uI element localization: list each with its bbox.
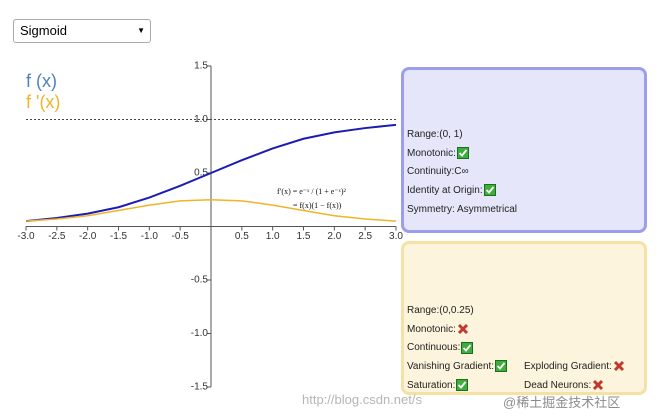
fx-info-box: Range:(0, 1) Monotonic: Continuity:C∞ Ident… — [401, 67, 647, 233]
check-icon — [456, 379, 469, 392]
info-item: Dead Neurons: — [524, 379, 641, 391]
info-label: Continuity:C∞ — [407, 166, 469, 178]
cross-icon — [613, 361, 624, 372]
x-tick-label: 2.0 — [327, 231, 341, 242]
info-item: Range:(0, 1) — [407, 129, 536, 140]
x-tick-label: -0.5 — [172, 231, 190, 242]
cross-icon — [593, 380, 604, 391]
info-row: Range:(0,0.25) — [407, 301, 641, 320]
x-tick-label: 1.0 — [266, 231, 280, 242]
legend-entry: f '(x) — [26, 92, 60, 112]
x-tick-label: -1.0 — [141, 231, 159, 242]
x-tick-label: 1.5 — [297, 231, 311, 242]
icon-part — [613, 361, 624, 372]
check-icon — [495, 360, 508, 373]
info-item: Monotonic: — [407, 323, 536, 335]
y-tick-label: 0.5 — [194, 168, 208, 179]
info-item: Range:(0,0.25) — [407, 305, 536, 316]
info-item: Monotonic: — [407, 147, 536, 160]
info-label: Dead Neurons: — [524, 379, 592, 391]
series-line — [25, 123, 397, 223]
icon-part — [458, 149, 468, 157]
watermark: @稀土掘金技术社区 — [503, 395, 621, 410]
icon-part — [593, 380, 604, 391]
x-tick-label: -3.0 — [17, 231, 35, 242]
info-row: Continuous: — [407, 338, 641, 357]
info-item: Symmetry: Asymmetrical — [407, 204, 536, 215]
x-tick-label: -1.5 — [110, 231, 128, 242]
x-tick-label: -2.0 — [79, 231, 97, 242]
y-tick-label: 1.5 — [194, 61, 208, 72]
info-rows: Range:(0,0.25) Monotonic: Continuous: Vanis… — [407, 301, 641, 394]
info-label: Monotonic: — [407, 147, 456, 159]
info-rows: Range:(0, 1) Monotonic: Continuity:C∞ Ident… — [407, 125, 641, 218]
info-row: Monotonic: — [407, 144, 641, 163]
info-item: Identity at Origin: — [407, 184, 536, 197]
info-label: Monotonic: — [407, 323, 456, 335]
legend-entry: f (x) — [26, 71, 57, 91]
info-label: Saturation: — [407, 379, 456, 391]
info-row: Range:(0, 1) — [407, 125, 641, 144]
check-icon — [461, 341, 474, 354]
info-label: Identity at Origin: — [407, 184, 483, 196]
info-label: Range:(0, 1) — [407, 128, 463, 140]
y-tick-label: -0.5 — [191, 275, 209, 286]
y-tick-label: -1.5 — [191, 382, 209, 393]
info-label: Continuous: — [407, 342, 461, 354]
info-label: Exploding Gradient: — [524, 360, 612, 372]
formula-annotation: f′(x) = e⁻ˣ / (1 + e⁻ˣ)² — [277, 187, 346, 196]
x-tick-label: -2.5 — [48, 231, 66, 242]
x-tick-label: 3.0 — [389, 231, 403, 242]
y-tick-label: 1.0 — [194, 114, 208, 125]
info-label: Range:(0,0.25) — [407, 304, 474, 316]
check-icon — [483, 184, 496, 197]
info-row: Symmetry: Asymmetrical — [407, 200, 641, 219]
icon-part — [496, 362, 506, 371]
series-line — [25, 198, 397, 222]
info-item: Continuous: — [407, 341, 536, 354]
watermark: http://blog.csdn.net/s — [302, 392, 422, 407]
info-item: Continuity:C∞ — [407, 166, 536, 177]
info-item: Vanishing Gradient: — [407, 360, 524, 373]
info-row: Identity at Origin: — [407, 181, 641, 200]
icon-part — [458, 381, 467, 389]
y-tick-label: -1.0 — [191, 328, 209, 339]
dropdown-value: Sigmoid — [20, 23, 67, 38]
info-item: Exploding Gradient: — [524, 360, 641, 372]
x-tick-label: 0.5 — [235, 231, 249, 242]
info-item: Saturation: — [407, 379, 524, 392]
icon-part — [485, 186, 494, 195]
dropdown-arrow: ▼ — [137, 26, 145, 35]
activation-dropdown[interactable]: Sigmoid ▼ — [13, 19, 151, 43]
check-icon — [456, 147, 469, 160]
icon-part — [463, 344, 472, 352]
formula-annotation: = f(x)(1 − f(x)) — [293, 201, 342, 210]
info-row: Monotonic: — [407, 320, 641, 339]
info-row: Saturation: Dead Neurons: — [407, 376, 641, 395]
info-label: Symmetry: Asymmetrical — [407, 203, 518, 215]
info-row: Continuity:C∞ — [407, 162, 641, 181]
icon-part — [457, 323, 468, 335]
info-row: Vanishing Gradient: Exploding Gradient: — [407, 357, 641, 376]
info-label: Vanishing Gradient: — [407, 360, 495, 372]
x-tick-label: 2.5 — [358, 231, 372, 242]
dfx-info-box: Range:(0,0.25) Monotonic: Continuous: Vanis… — [401, 241, 647, 395]
cross-icon — [457, 323, 468, 335]
